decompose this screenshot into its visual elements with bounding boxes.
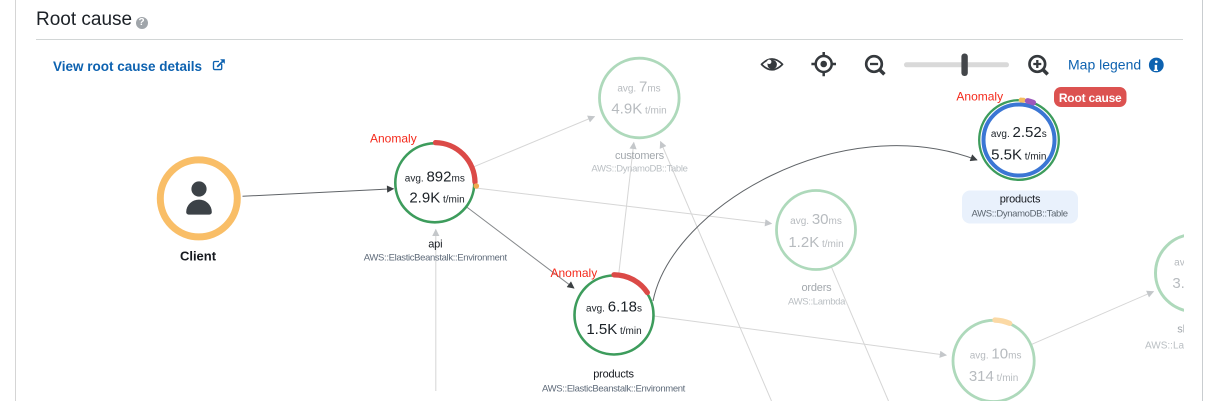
svg-text:AWS::ElasticBeanstalk::Environ: AWS::ElasticBeanstalk::Environment	[542, 384, 686, 395]
svg-text:customers: customers	[615, 150, 665, 162]
svg-text:avg. 10ms: avg. 10ms	[970, 345, 1022, 362]
svg-text:avg. 6.18s: avg. 6.18s	[586, 299, 642, 316]
svg-text:Root cause: Root cause	[1059, 91, 1122, 105]
svg-text:Anomaly: Anomaly	[956, 90, 1003, 104]
svg-text:1.2K t/min: 1.2K t/min	[788, 234, 843, 251]
svg-text:3.1K t/min: 3.1K t/min	[1172, 275, 1184, 292]
svg-text:314 t/min: 314 t/min	[969, 368, 1018, 385]
svg-text:Client: Client	[180, 249, 217, 264]
svg-text:AWS::DynamoDB::Table: AWS::DynamoDB::Table	[972, 208, 1068, 219]
svg-text:orders: orders	[802, 282, 833, 294]
svg-text:4.9K t/min: 4.9K t/min	[611, 101, 666, 118]
svg-text:2.9K t/min: 2.9K t/min	[409, 190, 464, 207]
svg-text:Map legend: Map legend	[1068, 57, 1141, 73]
svg-text:api: api	[428, 239, 442, 251]
svg-text:products: products	[593, 369, 634, 381]
svg-text:avg. 7ms: avg. 7ms	[617, 79, 660, 96]
svg-text:AWS::Lambda: AWS::Lambda	[788, 297, 846, 308]
svg-text:shipping: shipping	[1177, 324, 1184, 336]
svg-text:avg. 892ms: avg. 892ms	[405, 169, 465, 186]
svg-text:Anomaly: Anomaly	[551, 266, 598, 280]
svg-text:avg. 30ms: avg. 30ms	[790, 211, 842, 228]
svg-text:products: products	[1000, 193, 1041, 205]
svg-text:1.5K t/min: 1.5K t/min	[586, 321, 641, 338]
svg-text:avg. 31ms: avg. 31ms	[1174, 253, 1184, 270]
svg-text:avg. 2.52s: avg. 2.52s	[991, 124, 1047, 141]
svg-text:AWS::ElasticBeanstalk::Environ: AWS::ElasticBeanstalk::Environment	[364, 253, 508, 264]
svg-text:AWS::Lambda::Function: AWS::Lambda::Function	[1145, 340, 1184, 351]
svg-text:5.5K t/min: 5.5K t/min	[991, 147, 1046, 164]
svg-text:AWS::DynamoDB::Table: AWS::DynamoDB::Table	[591, 164, 687, 175]
svg-text:Anomaly: Anomaly	[370, 132, 417, 146]
